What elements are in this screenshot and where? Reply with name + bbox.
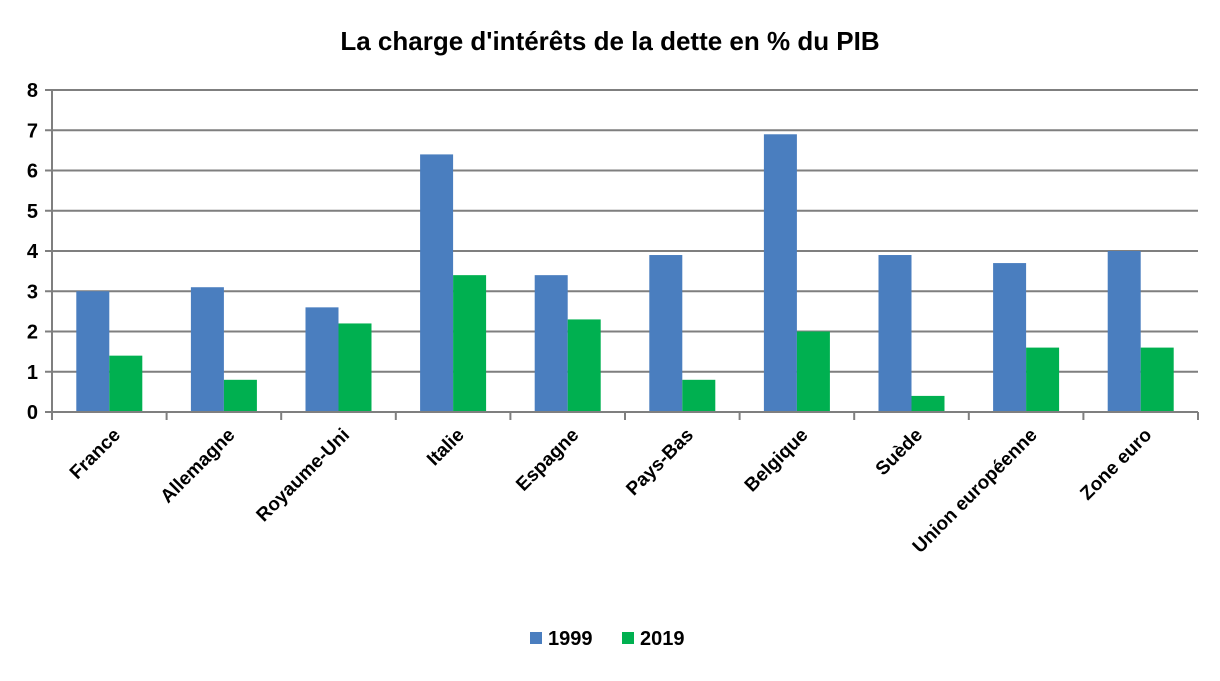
bar-1999-5 — [649, 255, 683, 412]
x-category-label: Zone euro — [1076, 425, 1156, 505]
x-category-label: Suède — [872, 425, 927, 480]
bar-1999-0 — [76, 291, 110, 412]
chart-title: La charge d'intérêts de la dette en % du… — [340, 26, 879, 56]
bar-2019-6 — [796, 331, 830, 412]
bar-2019-5 — [682, 379, 716, 412]
x-category-label: Royaume-Uni — [253, 425, 354, 526]
x-axis-labels: France Allemagne Royaume-Uni Italie Espagne P… — [66, 425, 1156, 558]
y-axis-ticks: 0 1 2 3 4 5 6 7 8 — [27, 80, 52, 424]
y-tick-label: 4 — [27, 241, 39, 263]
bar-2019-9 — [1140, 347, 1174, 412]
bar-2019-8 — [1026, 347, 1060, 412]
bar-1999-3 — [420, 154, 454, 412]
bar-1999-1 — [190, 287, 224, 412]
y-tick-label: 1 — [27, 362, 38, 384]
bar-2019-7 — [911, 395, 945, 412]
y-tick-label: 2 — [27, 322, 38, 344]
x-category-label: Allemagne — [157, 425, 240, 508]
bar-1999-9 — [1107, 251, 1141, 412]
bar-1999-6 — [763, 134, 797, 412]
y-tick-label: 0 — [27, 402, 38, 424]
gridlines — [52, 89, 1198, 373]
bar-2019-2 — [338, 323, 372, 412]
x-category-label: Union européenne — [909, 425, 1042, 558]
bar-1999-2 — [305, 307, 339, 412]
bar-2019-0 — [109, 355, 143, 412]
bar-2019-4 — [567, 319, 601, 412]
bar-2019-1 — [223, 379, 257, 412]
x-category-label: Pays-Bas — [622, 425, 697, 500]
axes — [51, 90, 1199, 420]
legend-swatch-2019 — [622, 632, 634, 644]
bars — [76, 134, 1174, 412]
y-tick-label: 6 — [27, 161, 38, 183]
legend-label: 1999 — [548, 628, 593, 650]
x-category-label: Italie — [423, 425, 468, 470]
y-tick-label: 5 — [27, 201, 38, 223]
x-category-label: Belgique — [741, 425, 813, 497]
legend-label: 2019 — [640, 628, 685, 650]
x-category-label: France — [66, 425, 125, 484]
legend: 1999 2019 — [530, 628, 685, 650]
y-tick-label: 3 — [27, 281, 38, 303]
bar-1999-8 — [993, 263, 1027, 412]
bar-1999-7 — [878, 255, 912, 412]
bar-1999-4 — [534, 275, 568, 412]
legend-swatch-1999 — [530, 632, 542, 644]
bar-2019-3 — [453, 275, 487, 412]
x-category-label: Espagne — [512, 425, 583, 496]
y-tick-label: 7 — [27, 120, 38, 142]
y-tick-label: 8 — [27, 80, 38, 102]
